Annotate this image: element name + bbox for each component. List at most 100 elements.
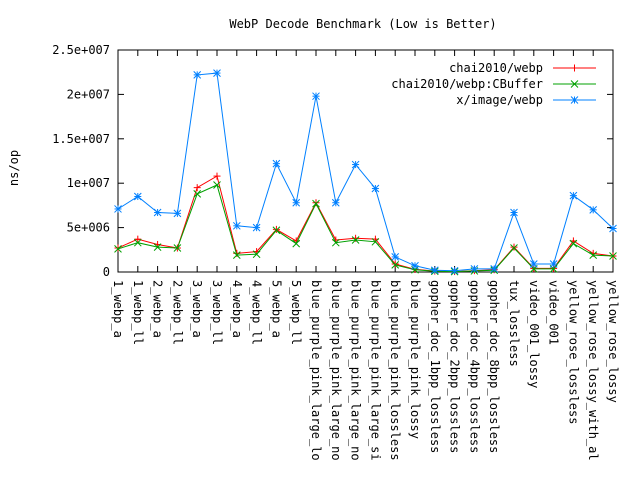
marker-stroke bbox=[391, 253, 400, 261]
x-tick-label: 5_webp_a bbox=[269, 280, 283, 338]
data-point bbox=[114, 205, 122, 213]
data-point bbox=[173, 244, 182, 252]
data-point bbox=[569, 191, 578, 200]
chart-title: WebP Decode Benchmark (Low is Better) bbox=[229, 17, 496, 31]
x-tick-label: blue_purple_pink_large_si bbox=[368, 280, 382, 461]
data-point bbox=[153, 208, 162, 217]
marker-stroke bbox=[570, 80, 579, 88]
marker-stroke bbox=[272, 159, 281, 168]
marker-stroke bbox=[430, 266, 439, 275]
x-tick-label: yellow_rose_lossless bbox=[566, 280, 580, 425]
data-point bbox=[213, 181, 221, 189]
data-point bbox=[252, 250, 261, 259]
data-point bbox=[529, 260, 538, 268]
legend-marker bbox=[570, 96, 579, 104]
x-tick-label: blue_purple_pink_lossless bbox=[388, 280, 402, 461]
legend-entry: chai2010/webp:CBuffer bbox=[391, 77, 596, 91]
data-point bbox=[213, 69, 221, 77]
marker-stroke bbox=[570, 96, 579, 104]
marker-stroke bbox=[272, 226, 281, 235]
marker-stroke bbox=[331, 238, 340, 247]
marker-stroke bbox=[490, 265, 499, 273]
x-tick-label: blue_purple_pink_large_no bbox=[329, 280, 343, 461]
marker-stroke bbox=[371, 237, 380, 246]
x-tick-label: gopher_doc_4bpp_lossless bbox=[467, 280, 481, 453]
marker-stroke bbox=[569, 239, 578, 248]
marker-stroke bbox=[173, 244, 182, 252]
y-tick-label: 0 bbox=[103, 265, 110, 279]
data-point bbox=[114, 245, 122, 253]
data-point bbox=[510, 208, 518, 217]
marker-stroke bbox=[153, 208, 162, 217]
data-point bbox=[312, 92, 320, 101]
marker-stroke bbox=[173, 209, 182, 218]
data-point bbox=[232, 221, 241, 230]
data-point bbox=[450, 266, 459, 275]
x-tick-label: video_001 bbox=[547, 280, 561, 345]
x-tick-label: 2_webp_a bbox=[151, 280, 165, 338]
marker-stroke bbox=[589, 251, 598, 259]
data-point bbox=[470, 265, 479, 273]
data-point bbox=[292, 198, 301, 207]
data-point bbox=[371, 184, 380, 193]
data-point bbox=[391, 261, 400, 269]
x-tick-label: 3_webp_a bbox=[190, 280, 204, 338]
series-line bbox=[117, 184, 614, 273]
data-point bbox=[173, 209, 182, 218]
marker-stroke bbox=[312, 92, 320, 101]
legend-label: chai2010/webp bbox=[449, 61, 543, 75]
marker-stroke bbox=[351, 236, 360, 244]
marker-stroke bbox=[153, 243, 162, 251]
marker-stroke bbox=[450, 266, 459, 275]
marker-stroke bbox=[470, 265, 479, 273]
marker-stroke bbox=[213, 181, 221, 189]
marker-stroke bbox=[529, 260, 538, 268]
y-axis-label: ns/op bbox=[7, 150, 21, 186]
series-2 bbox=[114, 181, 617, 276]
data-point bbox=[589, 205, 598, 214]
legend-entry: x/image/webp bbox=[456, 93, 596, 107]
x-tick-label: blue_purple_pink_lossy bbox=[408, 280, 422, 439]
x-tick-label: 3_webp_ll bbox=[210, 280, 224, 345]
marker-stroke bbox=[609, 224, 617, 233]
x-tick-label: yellow_rose_lossy bbox=[606, 280, 620, 403]
marker-stroke bbox=[549, 260, 558, 268]
x-tick-label: 5_webp_ll bbox=[289, 280, 303, 345]
data-point bbox=[252, 223, 261, 232]
plot-area bbox=[117, 49, 614, 273]
marker-stroke bbox=[292, 239, 301, 248]
marker-stroke bbox=[569, 191, 578, 200]
y-tick-label: 2.5e+007 bbox=[52, 43, 110, 57]
x-axis: 1_webp_a 1_webp_ll 2_webp_a 2_webp_ll 3_webp… bbox=[111, 50, 620, 461]
data-point bbox=[609, 252, 617, 260]
data-point bbox=[391, 253, 400, 261]
marker-stroke bbox=[331, 198, 340, 207]
marker-stroke bbox=[193, 71, 202, 79]
y-tick-label: 5e+006 bbox=[67, 221, 110, 235]
marker-stroke bbox=[589, 205, 598, 214]
data-point bbox=[272, 159, 281, 168]
data-point bbox=[569, 239, 578, 248]
marker-stroke bbox=[133, 238, 142, 247]
legend-marker bbox=[571, 64, 578, 72]
marker-stroke bbox=[371, 184, 380, 193]
x-tick-label: gopher_doc_1bpp_lossless bbox=[428, 280, 442, 453]
x-tick-label: 1_webp_ll bbox=[131, 280, 145, 345]
y-axis: 0 5e+006 1e+007 1.5e+007 2e+007 2.5e+007 bbox=[52, 43, 613, 279]
data-point bbox=[351, 160, 360, 169]
data-point bbox=[292, 239, 301, 248]
marker-stroke bbox=[252, 250, 261, 259]
data-point bbox=[510, 243, 518, 251]
marker-stroke bbox=[193, 190, 202, 198]
data-point bbox=[193, 184, 201, 192]
marker-stroke bbox=[213, 69, 221, 77]
marker-stroke bbox=[252, 223, 261, 232]
marker-stroke bbox=[391, 261, 400, 269]
x-tick-label: 2_webp_ll bbox=[170, 280, 184, 345]
data-point bbox=[272, 225, 280, 233]
y-tick-label: 1.5e+007 bbox=[52, 132, 110, 146]
data-point bbox=[153, 243, 162, 251]
data-point bbox=[609, 224, 617, 233]
x-tick-label: blue_purple_pink_large_lo bbox=[309, 280, 323, 461]
data-point bbox=[213, 172, 221, 180]
